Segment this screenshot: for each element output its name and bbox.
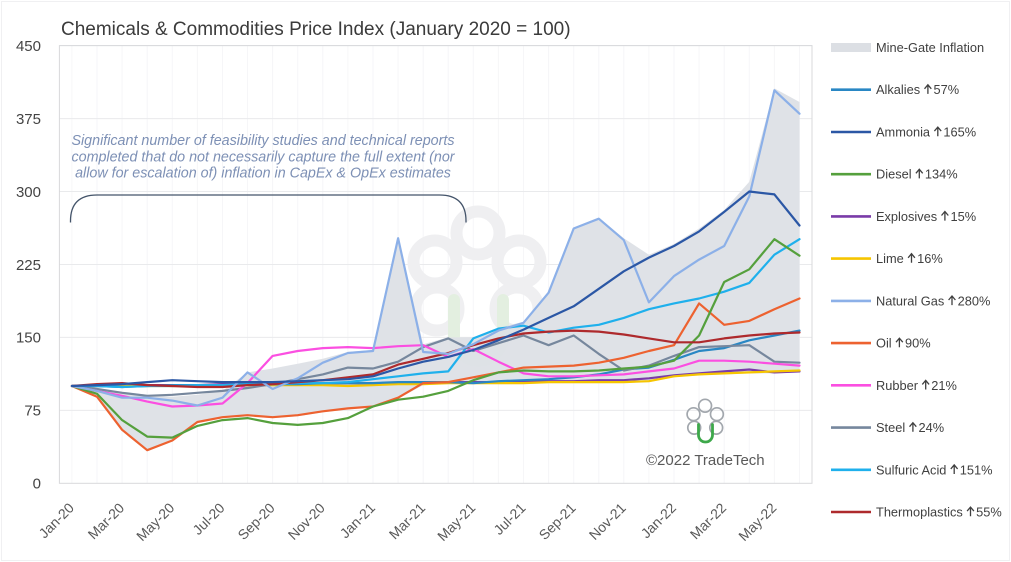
svg-text:300: 300 bbox=[16, 184, 41, 201]
svg-text:Diesel: Diesel bbox=[876, 167, 912, 182]
svg-text:Steel: Steel bbox=[876, 420, 905, 435]
svg-text:Rubber: Rubber bbox=[876, 378, 919, 393]
svg-text:©2022 TradeTech: ©2022 TradeTech bbox=[646, 452, 765, 469]
svg-text:55%: 55% bbox=[976, 505, 1002, 520]
svg-text:225: 225 bbox=[16, 257, 41, 274]
svg-text:Thermoplastics: Thermoplastics bbox=[876, 505, 963, 520]
svg-text:90%: 90% bbox=[905, 336, 931, 351]
svg-text:450: 450 bbox=[16, 38, 41, 55]
svg-text:Oil: Oil bbox=[876, 336, 892, 351]
svg-text:16%: 16% bbox=[917, 251, 943, 266]
svg-text:0: 0 bbox=[33, 476, 41, 493]
svg-text:21%: 21% bbox=[931, 378, 957, 393]
svg-text:375: 375 bbox=[16, 111, 41, 128]
svg-text:Sulfuric Acid: Sulfuric Acid bbox=[876, 462, 946, 477]
svg-text:Mine-Gate Inflation: Mine-Gate Inflation bbox=[876, 40, 984, 55]
svg-text:75: 75 bbox=[24, 403, 41, 420]
svg-text:allow for escalation of) infla: allow for escalation of) inflation in Ca… bbox=[75, 166, 451, 182]
svg-text:Lime: Lime bbox=[876, 251, 904, 266]
svg-text:151%: 151% bbox=[960, 462, 993, 477]
svg-text:Ammonia: Ammonia bbox=[876, 125, 931, 140]
svg-text:Chemicals & Commodities Price: Chemicals & Commodities Price Index (Jan… bbox=[61, 19, 571, 40]
svg-text:280%: 280% bbox=[958, 293, 991, 308]
svg-text:165%: 165% bbox=[943, 125, 976, 140]
svg-text:134%: 134% bbox=[925, 167, 958, 182]
svg-text:Natural Gas: Natural Gas bbox=[876, 293, 944, 308]
svg-text:Alkalies: Alkalies bbox=[876, 82, 920, 97]
svg-text:Explosives: Explosives bbox=[876, 209, 937, 224]
svg-text:completed that do not necessar: completed that do not necessarily captur… bbox=[71, 149, 455, 165]
svg-text:57%: 57% bbox=[934, 82, 960, 97]
svg-text:15%: 15% bbox=[951, 209, 977, 224]
svg-text:24%: 24% bbox=[919, 420, 945, 435]
svg-text:Significant number of feasibil: Significant number of feasibility studie… bbox=[71, 133, 454, 149]
svg-text:150: 150 bbox=[16, 330, 41, 347]
